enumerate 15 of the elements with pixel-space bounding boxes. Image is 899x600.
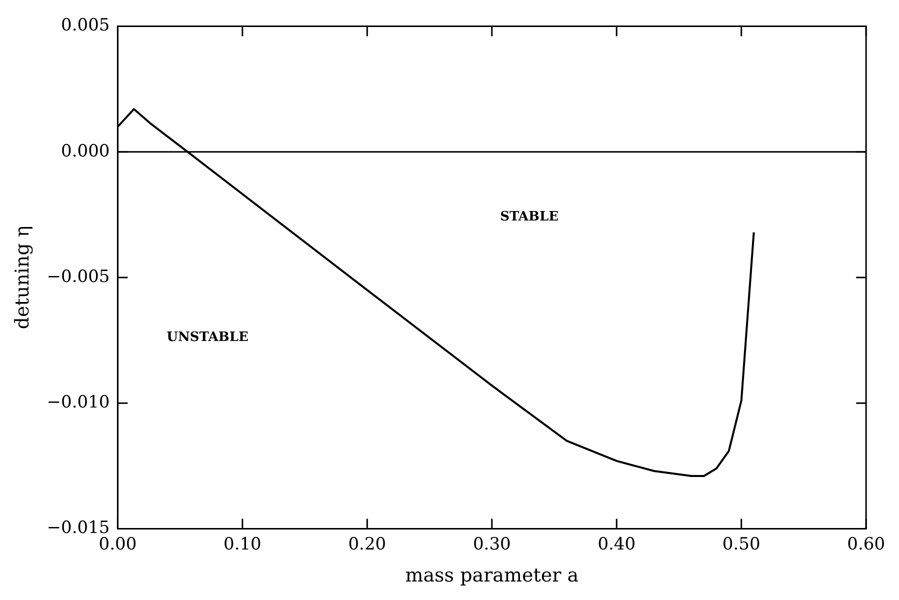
y-tick-label: −0.010 <box>46 392 110 413</box>
x-axis-title: mass parameter a <box>405 564 579 587</box>
annotation: UNSTABLE <box>166 330 248 346</box>
y-axis-title: detuning η <box>11 226 34 330</box>
x-tick-label: 0.20 <box>348 534 386 554</box>
y-tick-label: −0.005 <box>46 266 110 287</box>
x-tick-label: 0.00 <box>98 534 137 554</box>
x-tick-label: 0.10 <box>224 534 262 554</box>
x-tick-label: 0.50 <box>722 534 760 554</box>
x-tick-label: 0.60 <box>847 534 886 554</box>
y-tick-label: 0.000 <box>61 141 110 162</box>
x-tick-label: 0.40 <box>598 534 636 554</box>
y-tick-label: 0.005 <box>61 16 110 36</box>
x-tick-label: 0.30 <box>472 534 511 554</box>
annotation: STABLE <box>500 210 559 225</box>
